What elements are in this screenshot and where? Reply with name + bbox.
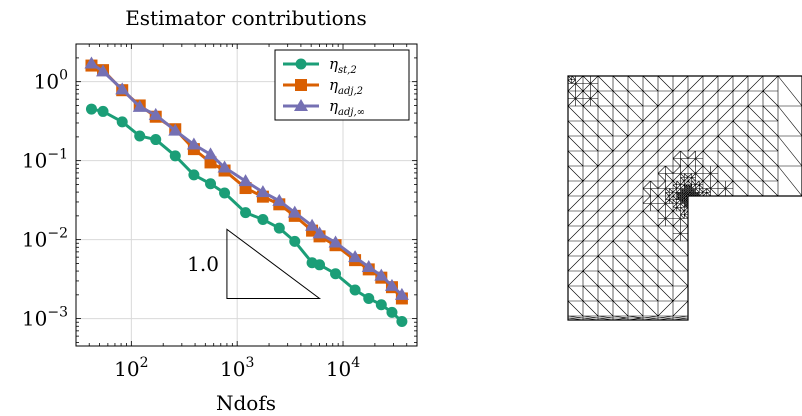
data-point (386, 306, 398, 318)
legend-label: ηadj,2 (329, 76, 363, 97)
axis-frame (75, 43, 418, 347)
data-point (257, 213, 269, 225)
data-point (396, 315, 408, 327)
data-point (132, 99, 147, 112)
legend-marker (294, 99, 308, 111)
data-point (287, 205, 302, 218)
series-triangle (84, 56, 409, 300)
triangular-mesh (567, 75, 802, 321)
mesh-elements (567, 75, 802, 321)
y-tick-label: 100 (34, 68, 68, 94)
data-point (150, 134, 162, 146)
slope-triangle-shape (226, 228, 322, 299)
data-point (349, 284, 361, 296)
data-point (238, 174, 253, 187)
y-tick-label: 10−3 (22, 305, 68, 331)
legend-entry: ηadj,2 (283, 76, 363, 97)
legend-label: ηadj,∞ (329, 97, 365, 118)
data-point (363, 292, 375, 304)
data-point (204, 156, 217, 169)
data-point (96, 64, 111, 77)
data-point (328, 235, 343, 248)
x-tick-label: 104 (326, 355, 360, 381)
series-layer (84, 56, 409, 327)
plot-area: 102 103 104 100 10−1 10−2 10−3 1.0 ηst,2ηadj,2… (22, 43, 418, 381)
legend-marker (295, 58, 307, 70)
legend-label: ηst,2 (329, 55, 357, 76)
series-circle (85, 103, 408, 327)
x-axis-label: Ndofs (216, 391, 276, 415)
data-point (361, 260, 376, 273)
data-point (168, 123, 183, 136)
legend-entry: ηadj,∞ (283, 97, 365, 118)
data-point (330, 268, 342, 280)
data-point (273, 222, 285, 234)
axis-ticks (75, 43, 418, 346)
slope-label: 1.0 (187, 252, 219, 276)
data-point (314, 259, 326, 271)
data-point (134, 130, 146, 142)
data-point (312, 226, 327, 239)
data-point (217, 160, 232, 173)
data-point (375, 299, 387, 311)
data-point (169, 150, 181, 162)
data-point (305, 218, 320, 231)
data-point (148, 107, 163, 120)
data-point (255, 185, 270, 198)
y-tick-label: 10−2 (22, 226, 68, 252)
data-point (188, 169, 200, 181)
data-point (115, 82, 130, 95)
data-point (219, 187, 231, 199)
data-point (240, 207, 252, 219)
legend-entry: ηst,2 (283, 55, 357, 76)
data-point (384, 278, 399, 291)
tick-labels: 102 103 104 100 10−1 10−2 10−3 (22, 68, 360, 381)
mesh-boundary (567, 75, 802, 321)
chart-title: Estimator contributions (125, 6, 367, 30)
legend-marker (295, 79, 307, 91)
data-point (84, 56, 99, 69)
data-point (374, 268, 389, 281)
slope-triangle: 1.0 (187, 228, 322, 299)
x-tick-label: 103 (220, 355, 254, 381)
data-point (272, 193, 287, 206)
data-point (203, 147, 218, 160)
y-tick-label: 10−1 (22, 147, 68, 173)
data-point (186, 137, 201, 150)
data-point (97, 105, 109, 117)
data-point (348, 250, 363, 263)
plot-frame (75, 43, 418, 347)
data-point (116, 116, 128, 128)
data-point (394, 287, 409, 300)
data-point (85, 103, 97, 115)
x-tick-label: 102 (114, 355, 148, 381)
data-point (289, 235, 301, 247)
data-point (205, 178, 217, 190)
